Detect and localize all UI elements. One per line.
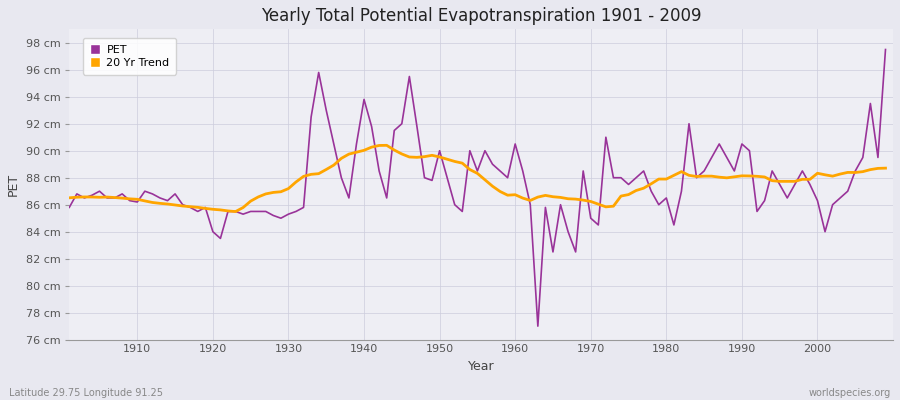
Title: Yearly Total Potential Evapotranspiration 1901 - 2009: Yearly Total Potential Evapotranspiratio… <box>261 7 701 25</box>
Text: worldspecies.org: worldspecies.org <box>809 388 891 398</box>
X-axis label: Year: Year <box>468 360 494 373</box>
Legend: PET, 20 Yr Trend: PET, 20 Yr Trend <box>83 38 176 75</box>
Y-axis label: PET: PET <box>7 173 20 196</box>
Text: Latitude 29.75 Longitude 91.25: Latitude 29.75 Longitude 91.25 <box>9 388 163 398</box>
